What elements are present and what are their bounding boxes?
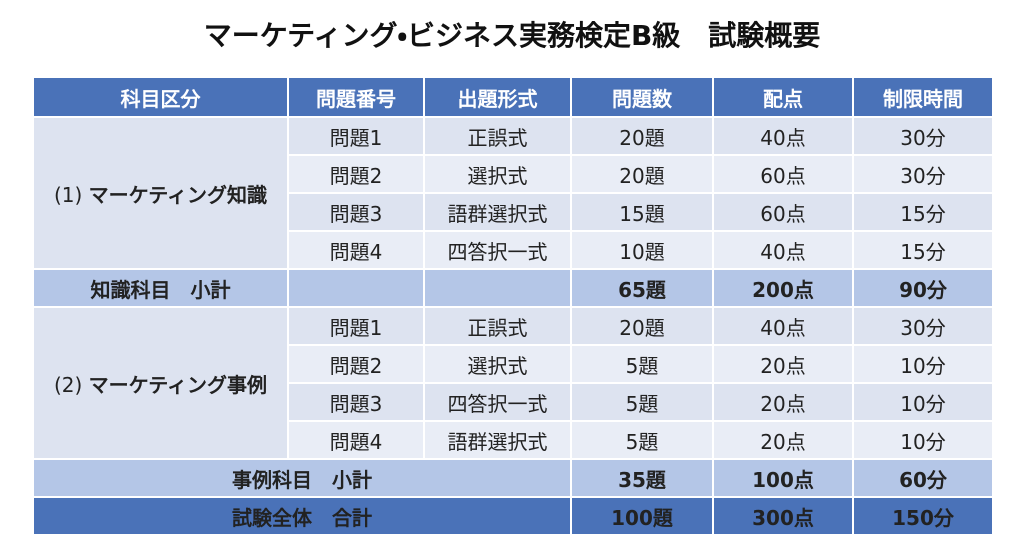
column-header: 問題数: [570, 76, 714, 118]
data-row: (2) マーケティング事例 問題1 正誤式 20題 40点 30分: [32, 306, 994, 460]
subtotal-row: 事例科目 小計 35題 100点 60分: [32, 458, 994, 498]
cell: 選択式: [423, 344, 572, 384]
cell: 四答択一式: [423, 382, 572, 422]
cell: 問題3: [287, 382, 425, 422]
cell: 問題4: [287, 230, 425, 270]
column-header: 出題形式: [423, 76, 572, 118]
cell: 問題1: [287, 306, 425, 346]
cell: 5題: [570, 382, 714, 422]
cell: 15分: [852, 192, 994, 232]
subtotal-value: 90分: [852, 268, 994, 308]
data-row: (1) マーケティング知識 問題1 正誤式 20題 40点 30分: [32, 116, 994, 270]
cell: 問題3: [287, 192, 425, 232]
cell: 5題: [570, 344, 714, 384]
group-name: マーケティング知識: [88, 182, 268, 207]
title: マーケティング・ビジネス実務検定B級 試験概要: [203, 19, 821, 52]
table-body: (1) マーケティング知識 問題1 正誤式 20題 40点 30分 問題2 選択式 20題 60点…: [32, 116, 994, 536]
subtotal-value: 60分: [852, 458, 994, 498]
group-cell: (2) マーケティング事例: [32, 306, 289, 460]
cell: 選択式: [423, 154, 572, 194]
cell: 正誤式: [423, 306, 572, 346]
total-value: 100題: [570, 496, 714, 536]
cell: 10題: [570, 230, 714, 270]
subtotal-value: 65題: [570, 268, 714, 308]
subtotal-value: 200点: [712, 268, 854, 308]
cell: 10分: [852, 420, 994, 460]
data-row: 問題2 選択式 5題 20点 10分: [33, 344, 994, 384]
cell: 問題2: [287, 154, 425, 194]
group-name: マーケティング事例: [88, 372, 268, 397]
cell: 30分: [852, 306, 994, 346]
subtotal-row: 知識科目 小計 65題 200点 90分: [32, 268, 994, 308]
cell: 20点: [712, 382, 854, 422]
group-number: (2): [53, 372, 83, 397]
cell: 語群選択式: [423, 420, 572, 460]
data-row: 問題3 語群選択式 15題 60点 15分: [33, 192, 994, 232]
cell: 20題: [570, 154, 714, 194]
subtotal-label: 事例科目 小計: [32, 458, 572, 498]
cell: 40点: [712, 230, 854, 270]
group-cell: (1) マーケティング知識: [32, 116, 289, 270]
cell: 問題1: [287, 116, 425, 156]
column-header: 科目区分: [32, 76, 289, 118]
cell: 40点: [712, 306, 854, 346]
cell: 問題4: [287, 420, 425, 460]
cell: 語群選択式: [423, 192, 572, 232]
total-value: 150分: [852, 496, 994, 536]
cell: 10分: [852, 344, 994, 384]
empty-cell: [423, 268, 572, 308]
column-header: 配点: [712, 76, 854, 118]
empty-cell: [287, 268, 425, 308]
subtotal-label: 知識科目 小計: [32, 268, 289, 308]
cell: 20点: [712, 344, 854, 384]
cell: 四答択一式: [423, 230, 572, 270]
subtotal-value: 100点: [712, 458, 854, 498]
cell: 20題: [570, 116, 714, 156]
column-header: 制限時間: [852, 76, 994, 118]
cell: 15分: [852, 230, 994, 270]
total-value: 300点: [712, 496, 854, 536]
header-row: 科目区分 問題番号 出題形式 問題数 配点 制限時間: [32, 76, 994, 118]
cell: 20題: [570, 306, 714, 346]
group-number: (1): [53, 182, 83, 207]
subtotal-value: 35題: [570, 458, 714, 498]
cell: 30分: [852, 116, 994, 156]
cell: 60点: [712, 192, 854, 232]
cell: 正誤式: [423, 116, 572, 156]
cell: 15題: [570, 192, 714, 232]
total-label: 試験全体 合計: [32, 496, 572, 536]
cell: 問題2: [287, 344, 425, 384]
data-row: 問題3 四答択一式 5題 20点 10分: [33, 382, 994, 422]
column-header: 問題番号: [287, 76, 425, 118]
exam-table: 科目区分 問題番号 出題形式 問題数 配点 制限時間 (1) マーケティング知識 問題1 正誤…: [32, 76, 994, 536]
cell: 10分: [852, 382, 994, 422]
data-row: 問題2 選択式 20題 60点 30分: [33, 154, 994, 194]
cell: 60点: [712, 154, 854, 194]
data-row: 問題4 四答択一式 10題 40点 15分: [33, 230, 994, 270]
cell: 30分: [852, 154, 994, 194]
cell: 5題: [570, 420, 714, 460]
cell: 20点: [712, 420, 854, 460]
cell: 40点: [712, 116, 854, 156]
data-row: 問題4 語群選択式 5題 20点 10分: [33, 420, 994, 460]
total-row: 試験全体 合計 100題 300点 150分: [32, 496, 994, 536]
